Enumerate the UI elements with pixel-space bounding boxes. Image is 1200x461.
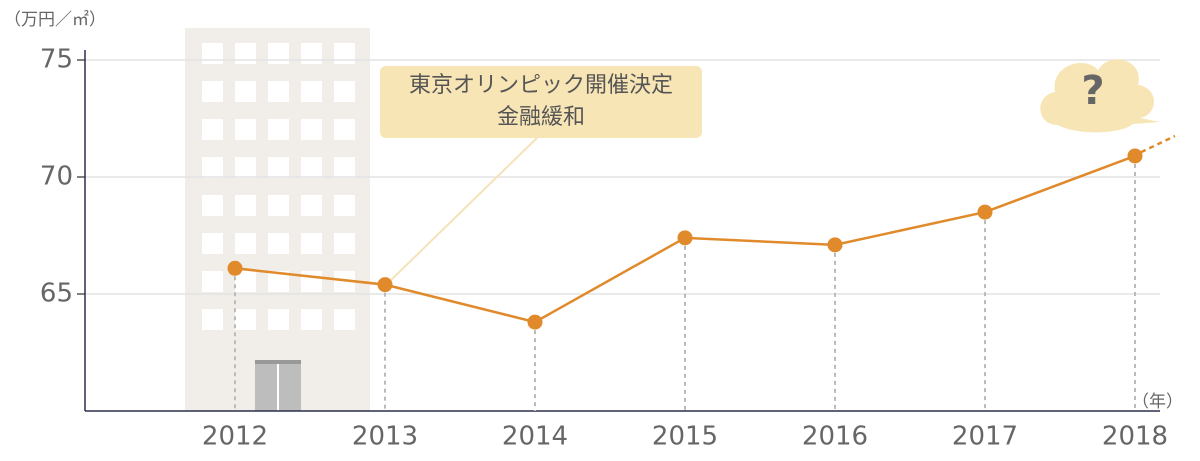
- x-axis-unit: （年）: [1132, 392, 1183, 412]
- window: [235, 157, 256, 178]
- window: [268, 157, 289, 178]
- building: [185, 28, 370, 411]
- y-axis-unit: （万円／㎡）: [4, 10, 106, 30]
- window: [235, 81, 256, 102]
- x-tick-label: 2013: [352, 422, 418, 452]
- window: [268, 233, 289, 254]
- window: [301, 233, 322, 254]
- annotation-pointer: [387, 134, 541, 284]
- window: [202, 271, 223, 292]
- window: [301, 43, 322, 64]
- window: [268, 271, 289, 292]
- window: [235, 43, 256, 64]
- point: [377, 277, 393, 293]
- window: [334, 309, 355, 330]
- annotation: 東京オリンピック開催決定: [409, 73, 673, 98]
- point: [677, 230, 693, 246]
- window: [235, 119, 256, 140]
- y-tick-label: 65: [40, 279, 73, 309]
- window: [334, 119, 355, 140]
- window: [235, 233, 256, 254]
- annotation-box: [380, 66, 702, 138]
- window: [268, 119, 289, 140]
- window: [334, 81, 355, 102]
- y-tick-label: 70: [40, 162, 73, 192]
- x-tick-label: 2014: [502, 422, 568, 452]
- window: [235, 195, 256, 216]
- x-tick-label: 2016: [802, 422, 868, 452]
- y-tick-label: 75: [40, 45, 73, 75]
- window: [334, 271, 355, 292]
- window: [268, 309, 289, 330]
- window: [268, 195, 289, 216]
- point: [527, 314, 543, 330]
- point: [827, 237, 843, 253]
- window: [301, 119, 322, 140]
- x-tick-label: 2018: [1102, 422, 1168, 452]
- window: [334, 233, 355, 254]
- window: [334, 157, 355, 178]
- window: [202, 233, 223, 254]
- annotation: 金融緩和: [497, 105, 585, 130]
- window: [301, 309, 322, 330]
- cloud-label: ?: [1081, 68, 1104, 114]
- window: [334, 43, 355, 64]
- trend-extension: [1132, 134, 1176, 158]
- point: [227, 260, 243, 276]
- window: [301, 157, 322, 178]
- window: [268, 81, 289, 102]
- window: [268, 43, 289, 64]
- window: [202, 157, 223, 178]
- window: [202, 43, 223, 64]
- window: [202, 195, 223, 216]
- window: [202, 309, 223, 330]
- window: [301, 271, 322, 292]
- window: [202, 119, 223, 140]
- x-tick-label: 2015: [652, 422, 718, 452]
- window: [202, 81, 223, 102]
- x-tick-label: 2012: [202, 422, 268, 452]
- x-tick-label: 2017: [952, 422, 1018, 452]
- window: [235, 271, 256, 292]
- point: [1127, 148, 1143, 164]
- window: [334, 195, 355, 216]
- point: [977, 204, 993, 220]
- window: [235, 309, 256, 330]
- window: [301, 81, 322, 102]
- cloud: [1040, 59, 1160, 133]
- window: [301, 195, 322, 216]
